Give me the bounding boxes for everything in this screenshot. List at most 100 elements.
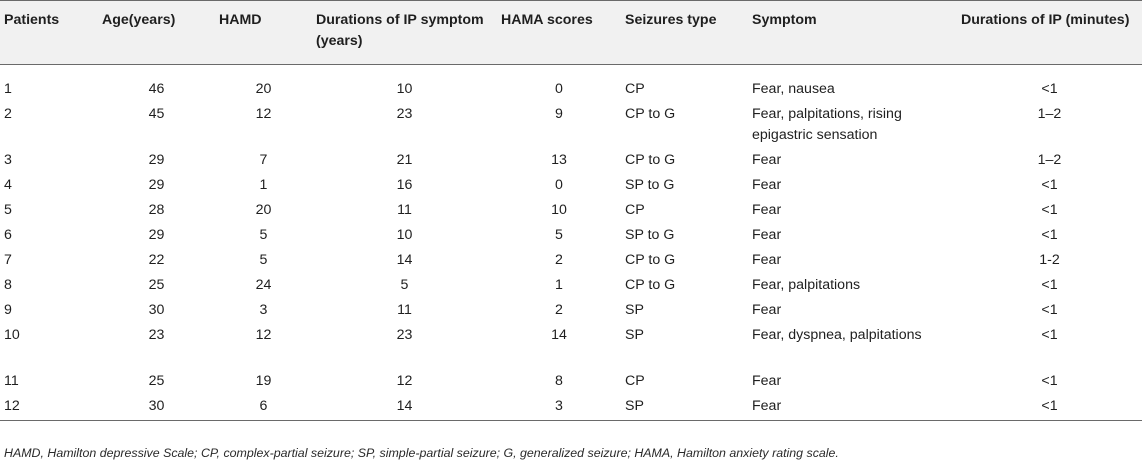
header-hamd: HAMD [219, 12, 262, 28]
cell-hama: 5 [555, 226, 563, 243]
cell-patient: 12 [4, 397, 20, 414]
cell-patient: 6 [4, 226, 12, 243]
cell-hama: 0 [555, 81, 563, 97]
cell-hama: 9 [555, 105, 563, 122]
cell-seizure-type: CP [625, 201, 645, 218]
cell-age: 23 [148, 326, 165, 343]
table-row: 9 30 3 11 2 SP Fear <1 [0, 300, 1142, 325]
cell-hama: 1 [555, 276, 563, 293]
table-row: 6 29 5 10 5 SP to G Fear <1 [0, 225, 1142, 250]
cell-patient: 10 [4, 326, 20, 343]
cell-seizure-type: CP to G [625, 276, 676, 293]
cell-duration-minutes: <1 [1041, 201, 1058, 218]
cell-hama: 14 [551, 326, 567, 343]
cell-symptom: Fear [752, 397, 782, 414]
cell-seizure-type: SP [625, 301, 644, 318]
cell-age: 25 [148, 372, 165, 389]
cell-hama: 8 [555, 372, 563, 389]
cell-seizure-type: CP [625, 81, 645, 97]
cell-patient: 1 [4, 81, 12, 97]
cell-age: 45 [148, 105, 165, 122]
cell-symptom: Fear [752, 372, 782, 389]
cell-seizure-type: SP [625, 397, 644, 414]
table-row: 1 46 20 10 0 CP Fear, nausea <1 [0, 65, 1142, 104]
cell-seizure-type: CP to G [625, 251, 676, 268]
cell-age: 29 [148, 176, 165, 193]
cell-duration-years: 12 [396, 372, 413, 389]
cell-patient: 3 [4, 151, 12, 168]
cell-duration-years: 11 [397, 201, 412, 218]
cell-duration-years: 14 [396, 251, 413, 268]
header-seizures-type: Seizures type [625, 12, 717, 28]
cell-symptom: Fear [752, 251, 782, 268]
cell-hama: 10 [551, 201, 567, 218]
cell-patient: 8 [4, 276, 12, 293]
header-duration-ip-symptom: Durations of IP symptom (years) [316, 12, 484, 49]
table-row: 11 25 19 12 8 CP Fear <1 [0, 371, 1142, 396]
cell-hamd: 20 [255, 201, 272, 218]
header-symptom: Symptom [752, 12, 817, 28]
cell-hamd: 7 [259, 151, 268, 168]
cell-patient: 9 [4, 301, 12, 318]
cell-hamd: 5 [259, 226, 268, 243]
cell-hamd: 5 [259, 251, 268, 268]
cell-patient: 11 [4, 372, 19, 389]
cell-symptom: Fear [752, 301, 782, 318]
cell-age: 29 [148, 226, 165, 243]
cell-duration-minutes: 1–2 [1037, 151, 1062, 168]
cell-duration-years: 5 [400, 276, 409, 293]
cell-duration-years: 23 [396, 105, 413, 122]
cell-seizure-type: CP to G [625, 105, 676, 122]
table-row: 10 23 12 23 14 SP Fear, dyspnea, palpita… [0, 325, 1142, 371]
header-hama: HAMA scores [501, 12, 593, 28]
cell-age: 29 [148, 151, 165, 168]
cell-hama: 2 [555, 301, 563, 318]
cell-duration-years: 10 [396, 81, 413, 97]
cell-seizure-type: CP to G [625, 151, 676, 168]
cell-duration-minutes: <1 [1041, 176, 1058, 193]
table-row: 5 28 20 11 10 CP Fear <1 [0, 200, 1142, 225]
cell-patient: 4 [4, 176, 12, 193]
table-footnote: HAMD, Hamilton depressive Scale; CP, com… [4, 446, 839, 460]
cell-hamd: 12 [255, 326, 272, 343]
cell-duration-minutes: <1 [1041, 301, 1058, 318]
header-patients: Patients [4, 12, 60, 28]
cell-age: 30 [148, 397, 165, 414]
cell-hamd: 20 [255, 81, 272, 97]
table-row: 2 45 12 23 9 CP to G Fear, palpitations,… [0, 104, 1142, 150]
cell-hama: 3 [555, 397, 563, 414]
cell-symptom: Fear, palpitations, rising epigastric se… [752, 105, 902, 143]
cell-hamd: 12 [255, 105, 272, 122]
cell-duration-minutes: <1 [1041, 372, 1058, 389]
cell-hamd: 19 [255, 372, 272, 389]
cell-duration-years: 11 [397, 301, 412, 318]
cell-hama: 2 [555, 251, 563, 268]
header-duration-ip-minutes: Durations of IP (minutes) [961, 12, 1130, 28]
cell-hamd: 3 [259, 301, 268, 318]
cell-duration-years: 10 [396, 226, 413, 243]
cell-age: 25 [148, 276, 165, 293]
patient-table: Patients Age(years) HAMD Durations of IP… [0, 0, 1142, 421]
cell-age: 28 [148, 201, 165, 218]
header-age: Age(years) [102, 12, 176, 28]
cell-duration-minutes: <1 [1041, 397, 1058, 414]
cell-hamd: 1 [259, 176, 268, 193]
table-row: 3 29 7 21 13 CP to G Fear 1–2 [0, 150, 1142, 175]
cell-hama: 13 [551, 151, 567, 168]
table-row: 4 29 1 16 0 SP to G Fear <1 [0, 175, 1142, 200]
cell-age: 22 [148, 251, 165, 268]
cell-duration-years: 21 [396, 151, 413, 168]
cell-duration-minutes: <1 [1041, 226, 1058, 243]
table-row: 12 30 6 14 3 SP Fear <1 [0, 396, 1142, 421]
cell-symptom: Fear, dyspnea, palpitations [752, 326, 922, 343]
cell-duration-years: 16 [396, 176, 413, 193]
cell-seizure-type: CP [625, 372, 645, 389]
cell-symptom: Fear, nausea [752, 81, 835, 97]
cell-hamd: 24 [255, 276, 272, 293]
cell-seizure-type: SP to G [625, 176, 675, 193]
cell-patient: 7 [4, 251, 12, 268]
cell-hamd: 6 [259, 397, 268, 414]
cell-duration-minutes: <1 [1041, 326, 1058, 343]
table-row: 8 25 24 5 1 CP to G Fear, palpitations <… [0, 275, 1142, 300]
